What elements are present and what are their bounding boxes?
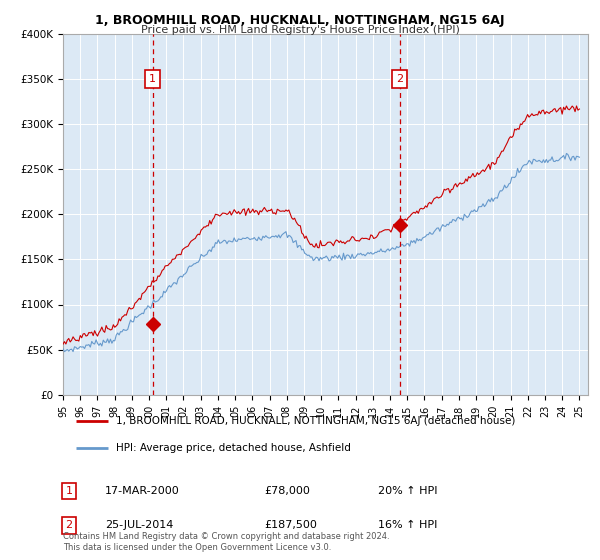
Text: HPI: Average price, detached house, Ashfield: HPI: Average price, detached house, Ashf… [115,444,350,453]
Text: 1: 1 [65,486,73,496]
Text: 25-JUL-2014: 25-JUL-2014 [105,520,173,530]
Text: 1, BROOMHILL ROAD, HUCKNALL, NOTTINGHAM, NG15 6AJ: 1, BROOMHILL ROAD, HUCKNALL, NOTTINGHAM,… [95,14,505,27]
Text: 1, BROOMHILL ROAD, HUCKNALL, NOTTINGHAM, NG15 6AJ (detached house): 1, BROOMHILL ROAD, HUCKNALL, NOTTINGHAM,… [115,416,515,426]
Text: 16% ↑ HPI: 16% ↑ HPI [378,520,437,530]
Text: Price paid vs. HM Land Registry's House Price Index (HPI): Price paid vs. HM Land Registry's House … [140,25,460,35]
Text: 17-MAR-2000: 17-MAR-2000 [105,486,180,496]
Text: 2: 2 [65,520,73,530]
Text: 20% ↑ HPI: 20% ↑ HPI [378,486,437,496]
Text: Contains HM Land Registry data © Crown copyright and database right 2024.
This d: Contains HM Land Registry data © Crown c… [63,532,389,552]
Text: £78,000: £78,000 [264,486,310,496]
Text: 2: 2 [396,74,403,84]
Text: £187,500: £187,500 [264,520,317,530]
Text: 1: 1 [149,74,156,84]
